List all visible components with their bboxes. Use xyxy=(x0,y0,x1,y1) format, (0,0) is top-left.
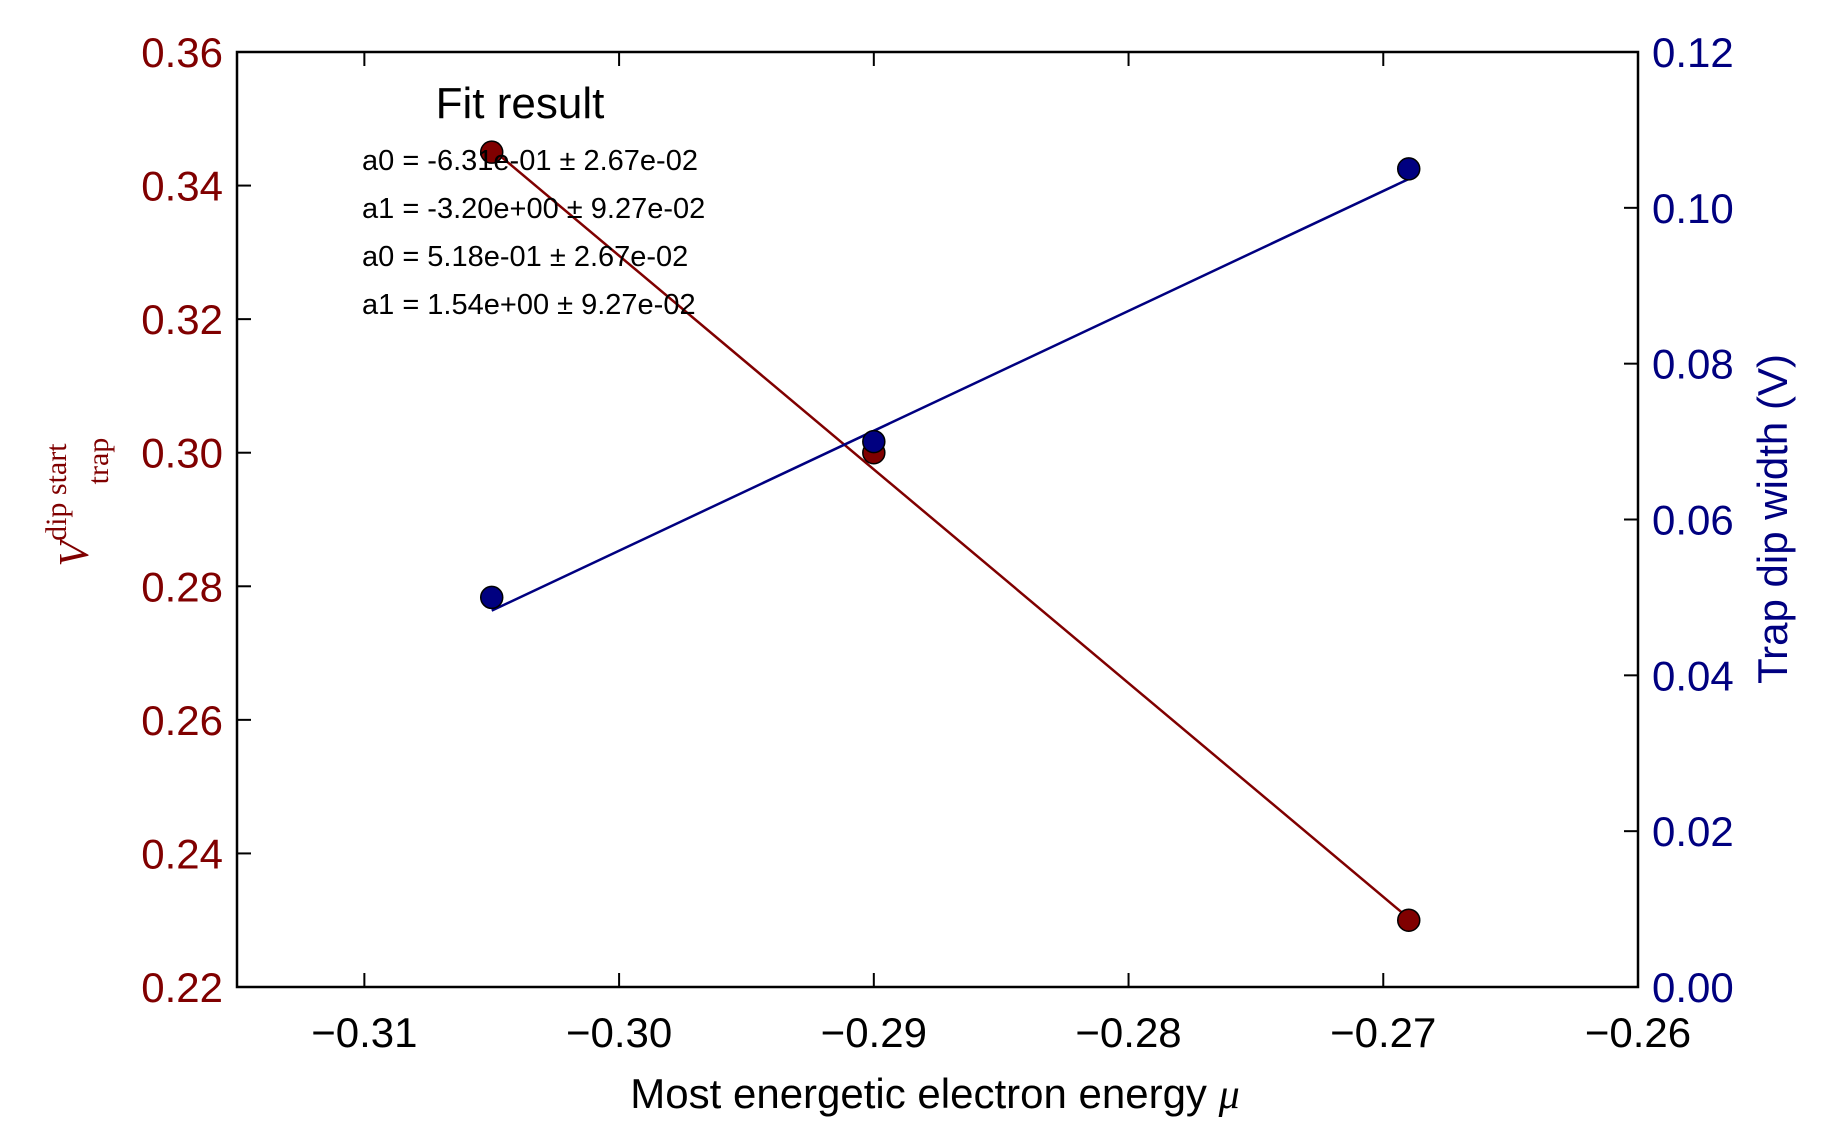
fit-result-annotation: Fit result a0 = -6.31e-01 ± 2.67e-02 a1 … xyxy=(362,79,705,321)
right-y-tick-label: 0.06 xyxy=(1652,497,1734,544)
right-y-tick-label: 0.08 xyxy=(1652,341,1734,388)
left-y-axis: 0.22 0.24 0.26 0.28 0.30 0.32 0.34 0.36 xyxy=(141,29,251,1011)
fit-result-line: a0 = 5.18e-01 ± 2.67e-02 xyxy=(362,241,688,273)
right-y-tick-label: 0.04 xyxy=(1652,652,1734,699)
left-y-tick-label: 0.36 xyxy=(141,29,223,76)
x-tick-label: −0.31 xyxy=(311,1009,417,1056)
fit-result-line: a0 = -6.31e-01 ± 2.67e-02 xyxy=(362,145,698,177)
left-y-tick-label: 0.30 xyxy=(141,430,223,477)
x-axis: −0.31 −0.30 −0.29 −0.28 −0.27 −0.26 xyxy=(311,52,1691,1056)
left-y-tick-label: 0.34 xyxy=(141,163,223,210)
x-tick-label: −0.30 xyxy=(566,1009,672,1056)
right-y-axis: 0.00 0.02 0.04 0.06 0.08 0.10 0.12 xyxy=(1624,29,1734,1011)
x-axis-label: Most energetic electron energy μ xyxy=(630,1070,1239,1118)
left-series-point xyxy=(479,140,504,164)
right-y-tick-label: 0.02 xyxy=(1652,808,1734,855)
left-y-axis-label: Vdip start trap xyxy=(40,438,115,567)
svg-text:Vdip start: Vdip start xyxy=(40,443,98,567)
left-y-tick-label: 0.24 xyxy=(141,830,223,877)
right-series-point xyxy=(479,585,504,610)
left-series-fit-line xyxy=(490,147,1410,920)
x-tick-label: −0.28 xyxy=(1075,1009,1181,1056)
left-y-tick-label: 0.32 xyxy=(141,296,223,343)
right-series-fit-line xyxy=(491,177,1410,612)
fit-result-line: a1 = -3.20e+00 ± 9.27e-02 xyxy=(362,193,705,225)
x-tick-label: −0.29 xyxy=(821,1009,927,1056)
x-tick-label: −0.27 xyxy=(1330,1009,1436,1056)
right-y-tick-label: 0.12 xyxy=(1652,29,1734,76)
fit-lines xyxy=(490,147,1410,920)
right-y-tick-label: 0.00 xyxy=(1652,964,1734,1011)
fit-result-title: Fit result xyxy=(436,79,605,128)
left-y-tick-label: 0.28 xyxy=(141,563,223,610)
right-series-point xyxy=(862,429,886,454)
x-tick-label: −0.26 xyxy=(1585,1009,1691,1056)
left-y-tick-label: 0.22 xyxy=(141,964,223,1011)
svg-text:trap: trap xyxy=(82,438,115,485)
right-y-tick-label: 0.10 xyxy=(1652,185,1734,232)
left-series-point xyxy=(1396,908,1421,932)
left-y-tick-label: 0.26 xyxy=(141,697,223,744)
fit-result-line: a1 = 1.54e+00 ± 9.27e-02 xyxy=(362,289,696,321)
right-y-axis-label: Trap dip width (V) xyxy=(1749,354,1796,684)
right-series-point xyxy=(1396,157,1421,181)
data-points xyxy=(479,140,1421,932)
